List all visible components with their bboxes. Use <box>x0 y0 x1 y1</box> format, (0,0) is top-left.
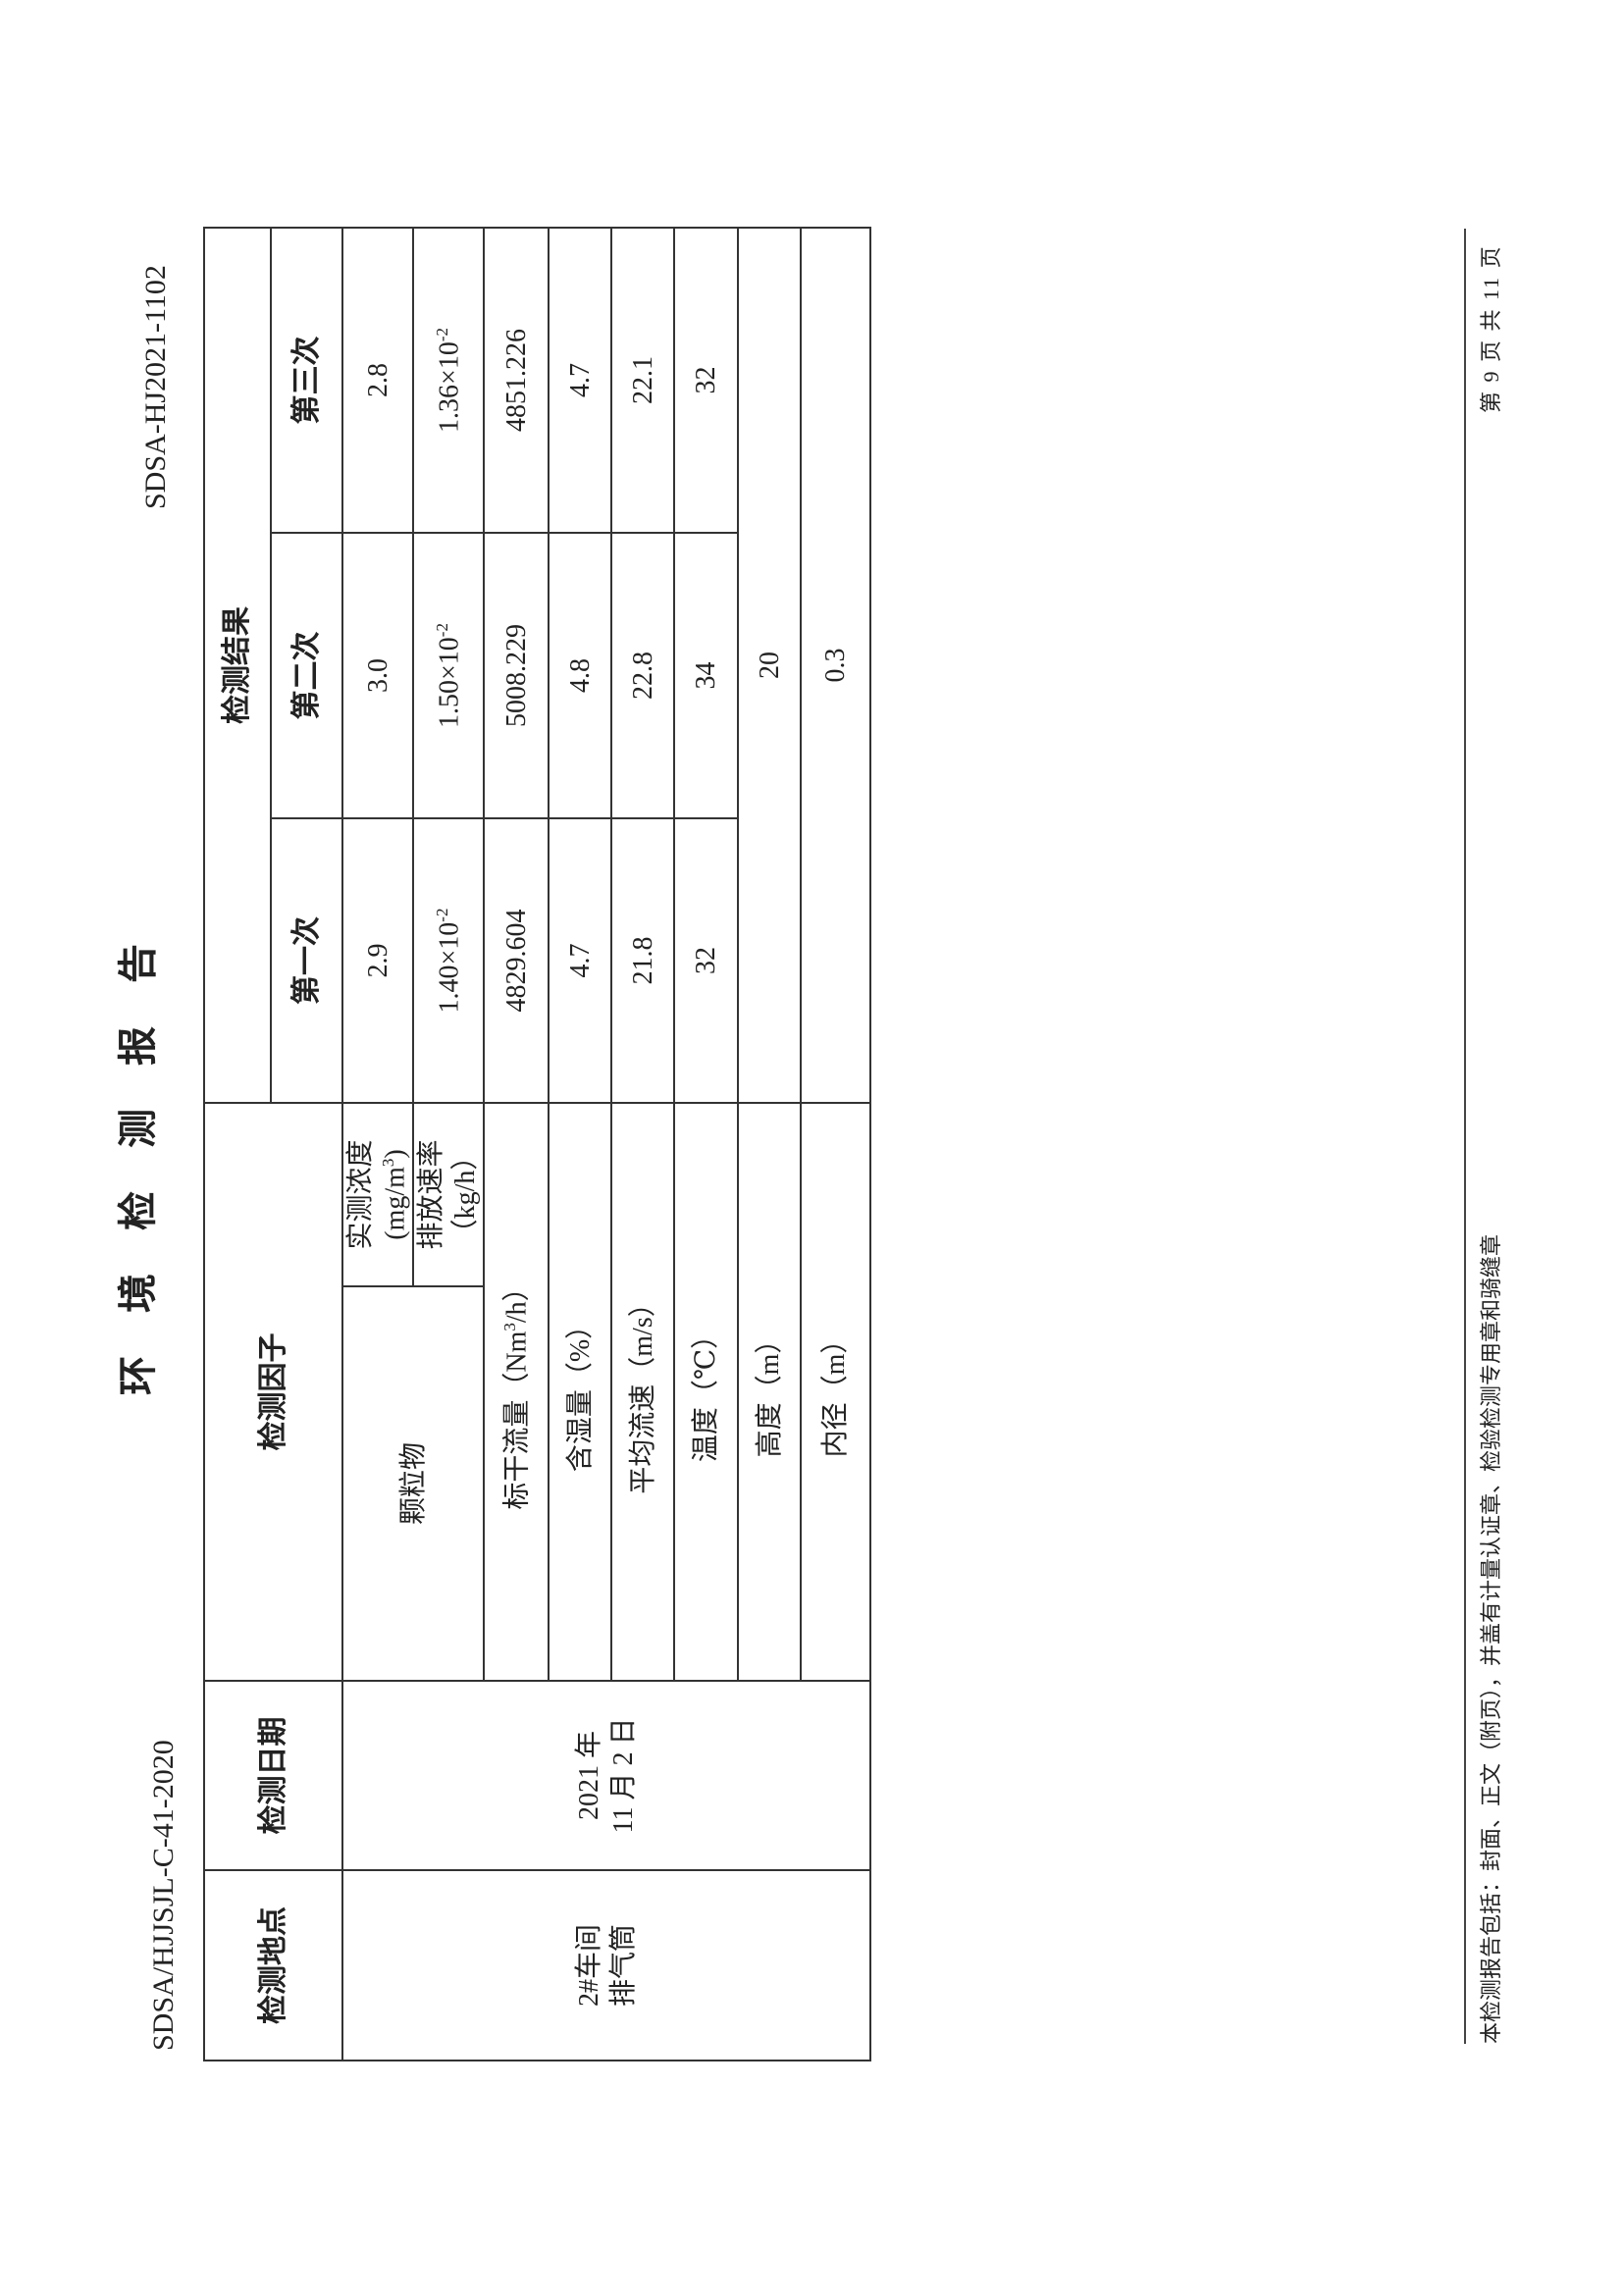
factor-cell: 温度（℃） <box>674 1103 739 1681</box>
value-mantissa: 1.40×10 <box>433 921 464 1014</box>
value-cell: 22.1 <box>611 227 675 533</box>
factor-cell: 内径（m） <box>801 1103 871 1681</box>
value-cell: 0.3 <box>801 227 871 1103</box>
pollutant-cell: 颗粒物 <box>342 1286 485 1681</box>
date-cell: 2021 年 11 月 2 日 <box>342 1681 871 1870</box>
value-exponent: -2 <box>432 328 451 342</box>
factor-label-end: ) <box>380 1149 411 1159</box>
header-date: 检测日期 <box>204 1681 342 1870</box>
results-table: 检测地点 检测日期 检测因子 检测结果 第一次 第二次 第三次 2#车间 排气筒 … <box>203 227 871 2061</box>
value-cell: 32 <box>674 227 739 533</box>
factor-cell: 标干流量（Nm3/h） <box>484 1103 550 1681</box>
value-mantissa: 1.36×10 <box>433 341 464 433</box>
value-cell: 21.8 <box>611 818 675 1103</box>
location-line: 2#车间 <box>574 1924 605 2008</box>
date-line: 11 月 2 日 <box>608 1717 640 1834</box>
factor-cell: 含湿量（%） <box>549 1103 612 1681</box>
value-cell: 4829.604 <box>484 818 550 1103</box>
header-factor: 检测因子 <box>204 1103 342 1681</box>
value-cell: 4851.226 <box>484 227 550 533</box>
header-run2: 第二次 <box>271 533 342 818</box>
value-cell: 1.40×10-2 <box>413 818 485 1103</box>
factor-label: 标干流量（Nm <box>500 1331 532 1510</box>
value-cell: 2.8 <box>342 227 414 533</box>
value-cell: 1.50×10-2 <box>413 533 485 818</box>
location-cell: 2#车间 排气筒 <box>342 1870 871 2061</box>
value-cell: 34 <box>674 533 739 818</box>
page-number: 第 9 页 共 11 页 <box>1479 244 1503 413</box>
factor-cell: 实测浓度(mg/m3) <box>342 1103 414 1286</box>
table-row: 2#车间 排气筒 2021 年 11 月 2 日 颗粒物 实测浓度(mg/m3) 2… <box>342 227 871 2061</box>
value-cell: 5008.229 <box>484 533 550 818</box>
header-location: 检测地点 <box>204 1870 342 2061</box>
value-cell: 4.8 <box>549 533 612 818</box>
header-results: 检测结果 <box>204 227 271 1103</box>
value-cell: 20 <box>738 227 802 1103</box>
footer-note: 本检测报告包括：封面、正文（附页），并盖有计量认证章、检验检测专用章和骑缝章 <box>1479 1233 1503 2044</box>
value-cell: 4.7 <box>549 227 612 533</box>
value-cell: 2.9 <box>342 818 414 1103</box>
header-run3: 第三次 <box>271 227 342 533</box>
factor-sup: 3 <box>499 1323 519 1331</box>
value-cell: 4.7 <box>549 818 612 1103</box>
value-exponent: -2 <box>432 623 451 638</box>
value-cell: 32 <box>674 818 739 1103</box>
value-exponent: -2 <box>432 908 451 922</box>
header-run1: 第一次 <box>271 818 342 1103</box>
factor-cell: 排放速率（kg/h） <box>413 1103 485 1286</box>
footer-divider <box>1464 229 1466 2044</box>
value-cell: 1.36×10-2 <box>413 227 485 533</box>
form-code: SDSA/HJJSJL-C-41-2020 <box>147 1740 180 2051</box>
factor-label-end: /h） <box>500 1274 532 1324</box>
value-cell: 22.8 <box>611 533 675 818</box>
report-number: SDSA-HJ2021-1102 <box>139 265 172 509</box>
date-line: 2021 年 <box>574 1731 605 1821</box>
factor-cell: 高度（m） <box>738 1103 802 1681</box>
value-mantissa: 1.50×10 <box>433 637 464 728</box>
location-line: 排气筒 <box>608 1924 640 2008</box>
factor-sup: 3 <box>379 1158 397 1168</box>
factor-cell: 平均流速（m/s） <box>611 1103 675 1681</box>
value-cell: 3.0 <box>342 533 414 818</box>
